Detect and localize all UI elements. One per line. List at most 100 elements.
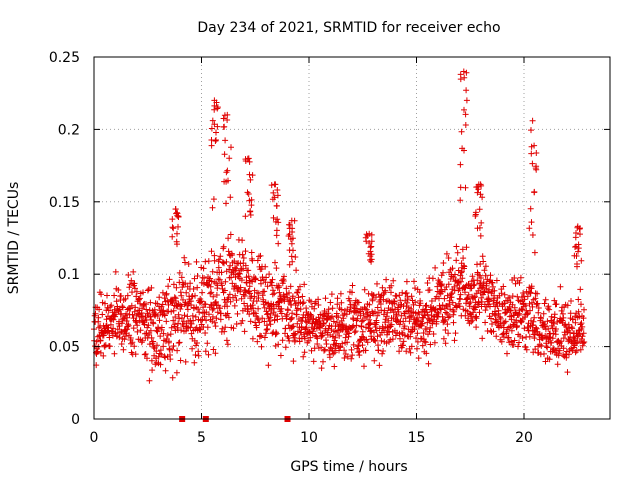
data-point [374, 304, 381, 311]
data-point [170, 225, 177, 232]
data-point [353, 305, 360, 312]
data-point [317, 311, 324, 318]
data-point [346, 330, 352, 337]
data-point [224, 310, 231, 317]
data-point [271, 181, 278, 188]
data-point [382, 287, 389, 294]
x-tick-label: 5 [197, 430, 206, 446]
data-point [471, 281, 478, 288]
data-point [187, 280, 194, 287]
data-point [308, 347, 315, 354]
data-point [542, 296, 549, 303]
data-point [122, 295, 129, 302]
data-point [249, 335, 256, 342]
data-point [412, 285, 418, 292]
data-point [310, 358, 317, 365]
data-point [197, 326, 204, 333]
data-point [549, 325, 556, 332]
data-point [551, 320, 557, 327]
data-point [224, 341, 231, 348]
data-point [426, 328, 433, 335]
data-point [526, 333, 533, 340]
data-point [184, 313, 191, 320]
data-point [415, 317, 422, 324]
data-point [271, 290, 278, 297]
data-point [242, 248, 249, 255]
data-point [488, 315, 494, 322]
data-point [241, 328, 248, 335]
data-point [102, 300, 108, 307]
y-tick-label: 0.05 [49, 340, 80, 356]
data-point [297, 283, 303, 290]
data-point [231, 302, 238, 309]
data-point [154, 313, 161, 319]
data-point [254, 257, 261, 264]
data-point [560, 335, 567, 342]
data-point [210, 196, 217, 203]
data-point [452, 330, 459, 337]
data-point [193, 258, 200, 265]
data-point [400, 342, 406, 349]
data-point [169, 216, 176, 223]
data-point [490, 283, 496, 290]
data-point [211, 121, 218, 128]
data-point [359, 342, 366, 349]
data-point [375, 342, 381, 349]
data-point [271, 305, 277, 312]
data-point [334, 295, 341, 302]
data-point [150, 338, 157, 345]
data-point [508, 327, 515, 334]
data-point [426, 287, 433, 293]
data-point [300, 353, 307, 360]
data-point [267, 314, 274, 321]
data-point [270, 287, 276, 294]
data-point [367, 248, 374, 255]
data-point [328, 291, 335, 298]
data-point [297, 306, 304, 313]
data-point [129, 339, 136, 346]
data-point [155, 325, 162, 332]
data-point [285, 335, 292, 341]
data-point [446, 313, 453, 320]
data-point [289, 258, 296, 265]
data-point [293, 311, 300, 318]
data-point [572, 340, 579, 347]
data-point [160, 307, 167, 314]
data-point [181, 254, 188, 261]
data-point [276, 284, 283, 291]
data-point [251, 293, 258, 300]
data-point [383, 276, 390, 283]
data-point [362, 347, 369, 354]
data-point [336, 332, 343, 339]
data-point [165, 301, 172, 308]
data-point [507, 323, 514, 330]
data-point [127, 281, 133, 288]
data-point [271, 194, 278, 201]
data-point [579, 333, 586, 340]
data-point [176, 339, 183, 346]
data-point [438, 306, 444, 313]
data-point [376, 362, 383, 369]
data-point [412, 310, 419, 317]
data-point [533, 325, 540, 332]
data-point [189, 345, 196, 352]
data-point [247, 318, 254, 325]
y-tick-label: 0.15 [49, 195, 80, 211]
data-point [182, 259, 188, 266]
data-point [258, 333, 265, 339]
data-point [195, 352, 202, 359]
data-point [426, 316, 432, 323]
grid-lines [94, 57, 610, 419]
data-point [516, 279, 523, 286]
data-point [339, 340, 346, 347]
data-point [106, 334, 113, 341]
data-point [405, 308, 412, 315]
data-point [445, 330, 452, 337]
data-point [381, 327, 388, 334]
data-point [220, 115, 227, 122]
data-point [578, 320, 585, 327]
data-point [150, 320, 157, 327]
data-point [528, 219, 535, 226]
data-point [294, 305, 301, 312]
